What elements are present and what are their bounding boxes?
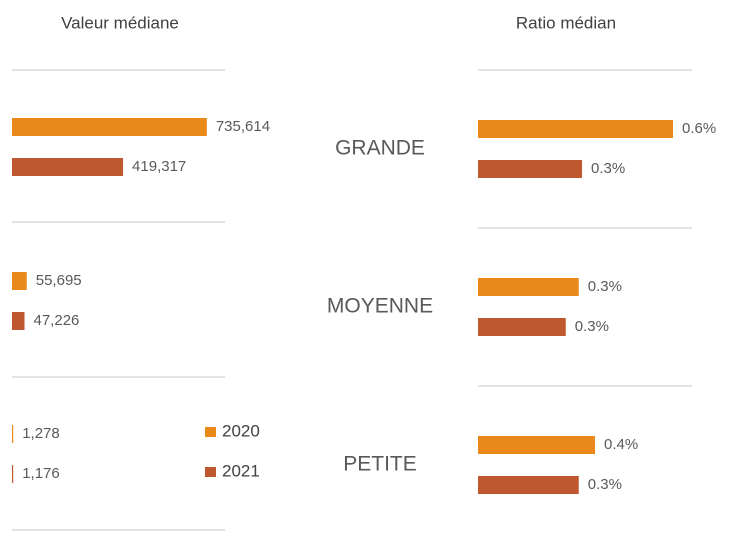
value-label: 1,278 (22, 425, 60, 442)
legend-swatch (205, 427, 216, 437)
bar (478, 278, 579, 296)
value-label: 1,176 (22, 465, 60, 482)
category-label: MOYENNE (327, 295, 433, 318)
legend-label: 2020 (222, 421, 260, 440)
bar (478, 476, 579, 494)
bar (12, 118, 207, 136)
chart-title: Ratio médian (516, 13, 616, 32)
category-label: PETITE (343, 453, 417, 476)
bar (12, 465, 14, 483)
bar (12, 272, 27, 290)
value-label: 55,695 (36, 272, 82, 289)
bar (478, 120, 673, 138)
value-label: 419,317 (132, 158, 186, 175)
value-label: 0.3% (591, 160, 625, 177)
bar (12, 312, 25, 330)
value-label: 0.3% (575, 318, 609, 335)
bar (478, 436, 595, 454)
value-label: 0.3% (588, 476, 622, 493)
value-label: 0.4% (604, 436, 638, 453)
value-label: 0.3% (588, 278, 622, 295)
legend-label: 2021 (222, 461, 260, 480)
bar (478, 318, 566, 336)
bar (12, 425, 14, 443)
value-label: 735,614 (216, 118, 270, 135)
category-label: GRANDE (335, 137, 425, 160)
bar (12, 158, 124, 176)
value-label: 47,226 (34, 312, 80, 329)
chart-title: Valeur médiane (61, 13, 179, 32)
bar (478, 160, 582, 178)
legend-swatch (205, 467, 216, 477)
value-label: 0.6% (682, 120, 716, 137)
